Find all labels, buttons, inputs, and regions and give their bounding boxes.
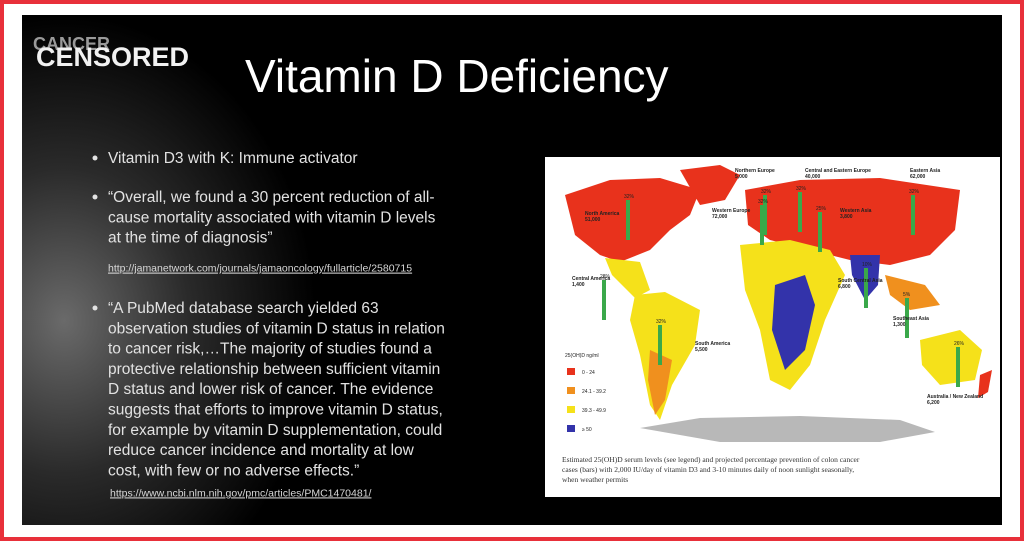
legend-label: ≥ 50: [582, 427, 592, 433]
face-background: [22, 15, 442, 525]
prevention-bar: [911, 195, 915, 235]
bullet-text: observation studies of vitamin D status …: [108, 320, 445, 337]
map-caption: when weather permits: [562, 475, 628, 484]
region-cases: 6,800: [838, 284, 851, 290]
legend-label: 0 - 24: [582, 370, 595, 376]
region-cases: 5,500: [695, 347, 708, 353]
region-name: South America: [695, 341, 730, 347]
australia: [920, 330, 982, 385]
prevention-bar: [760, 205, 764, 245]
legend-label: 39.3 - 49.9: [582, 408, 606, 414]
map-caption: cases (bars) with 2,000 IU/day of vitami…: [562, 465, 854, 474]
bullet-text: protective relationship between sufficie…: [108, 361, 440, 378]
prevention-bar: [864, 268, 868, 308]
region-name: South Central Asia: [838, 278, 883, 284]
africa-center: [772, 275, 815, 370]
region-cases: 72,000: [712, 214, 728, 220]
region-name: Western Europe: [712, 208, 750, 214]
bullet-text: suggests that efforts to improve vitamin…: [108, 402, 443, 419]
bullet-text: to cancer risk,…The majority of studies …: [108, 341, 432, 358]
central-america: [605, 258, 650, 298]
bullet-text: reduce cancer incidence and mortality at…: [108, 442, 415, 459]
prevention-bar: [658, 325, 662, 365]
legend-title: 25(OH)D ng/ml: [565, 353, 599, 359]
southeast-asia: [885, 275, 940, 310]
bullet-text: “Overall, we found a 30 percent reductio…: [108, 189, 435, 206]
region-name: Australia / New Zealand: [927, 394, 983, 400]
south-america: [630, 292, 700, 420]
region-cases: 5,000: [735, 174, 748, 180]
bullet-text: “A PubMed database search yielded 63: [108, 300, 379, 317]
prevention-bar: [602, 280, 606, 320]
caption: Estimated 25(OH)D serum levels (see lege…: [562, 455, 860, 484]
region-percent: 25%: [816, 206, 827, 212]
new-zealand: [978, 370, 992, 398]
region-percent: 10%: [862, 262, 873, 268]
bullet-text: at the time of diagnosis”: [108, 230, 273, 247]
legend-swatch: [567, 406, 575, 413]
prevention-bar: [818, 212, 822, 252]
legend-label: 24.1 - 39.2: [582, 389, 606, 395]
bullet-text: for example by vitamin D supplementation…: [108, 422, 442, 439]
bullet-dot: [92, 305, 98, 311]
legend-swatch: [567, 387, 575, 394]
bullet-dot: [92, 194, 98, 200]
region-percent: 28%: [600, 274, 611, 280]
region-cases: 3,800: [840, 214, 853, 220]
bullet-text: cause mortality associated with vitamin …: [108, 209, 436, 226]
prevention-bar: [905, 298, 909, 338]
bullets: Vitamin D3 with K: Immune activator “Over…: [92, 150, 445, 499]
region-cases: 6,200: [927, 400, 940, 406]
region-name: Western Asia: [840, 208, 872, 214]
region-percent: 5%: [903, 292, 911, 298]
region-percent: 26%: [954, 341, 965, 347]
region-cases: 62,000: [910, 174, 926, 180]
bullet-text: D status and lower risk of cancer. The e…: [108, 381, 433, 398]
logo-top: CANCER: [33, 34, 110, 54]
map-caption: Estimated 25(OH)D serum levels (see lege…: [562, 455, 860, 464]
legend-swatch: [567, 368, 575, 375]
region-percent: 32%: [796, 186, 807, 192]
region-percent: 32%: [758, 199, 769, 205]
logo: CENSORED: [36, 42, 189, 72]
region-name: Eastern Asia: [910, 168, 940, 174]
prevention-bar: [956, 347, 960, 387]
bullet-text: cost, with few or no adverse effects.”: [108, 462, 359, 479]
antarctica: [640, 416, 935, 442]
region-cases: 40,000: [805, 174, 821, 180]
legend-swatch: [567, 425, 575, 432]
legend: 25(OH)D ng/ml 0 - 24 24.1 - 39.2 39.3 - 49.…: [565, 353, 606, 433]
source-link[interactable]: http://jamanetwork.com/journals/jamaonco…: [108, 263, 412, 275]
region-percent: 32%: [624, 194, 635, 200]
region-cases: 1,400: [572, 282, 585, 288]
region-name: Northern Europe: [735, 168, 775, 174]
region-name: Central America: [572, 276, 610, 282]
region-name: Southeast Asia: [893, 316, 929, 322]
region-percent: 32%: [761, 189, 772, 195]
bullet-text: Vitamin D3 with K: Immune activator: [108, 150, 358, 167]
bullet-dot: [92, 155, 98, 161]
region-name: North America: [585, 211, 619, 217]
source-link[interactable]: https://www.ncbi.nlm.nih.gov/pmc/article…: [110, 487, 372, 499]
region-percent: 32%: [909, 189, 920, 195]
region-cases: 1,300: [893, 322, 906, 328]
slide-title: Vitamin D Deficiency: [245, 50, 669, 102]
prevention-bar: [798, 192, 802, 232]
region-name: Central and Eastern Europe: [805, 168, 871, 174]
region-percent: 32%: [656, 319, 667, 325]
prevention-bar: [626, 200, 630, 240]
south-america-south: [648, 350, 672, 415]
prevention-bar: [763, 195, 767, 235]
greenland: [680, 165, 740, 205]
region-cases: 51,000: [585, 217, 601, 223]
north-america: [565, 178, 700, 262]
